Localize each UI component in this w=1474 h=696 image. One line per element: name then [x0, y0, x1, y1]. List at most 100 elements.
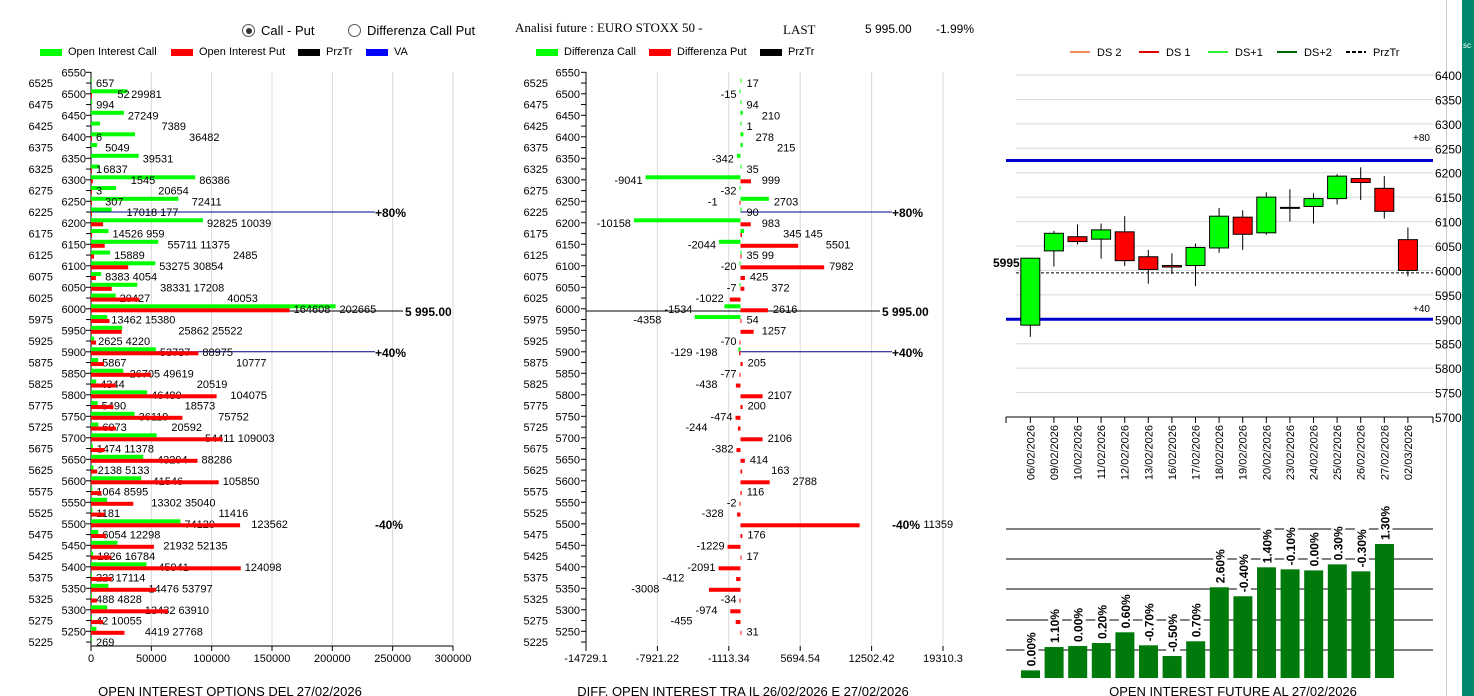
- strike-label: 6300: [556, 175, 580, 187]
- strike-label: 6550: [556, 67, 580, 79]
- call-oi-label: 5490: [102, 401, 126, 413]
- call-oi-label: 657: [96, 78, 114, 90]
- put-oi-label: 18573: [185, 401, 216, 413]
- legend-va: VA: [366, 46, 408, 58]
- call-oi-bar: [91, 239, 159, 244]
- put-oi-bar: [91, 480, 219, 485]
- side-tab[interactable]: sc: [1462, 0, 1474, 696]
- strike-label: 6350: [62, 153, 86, 165]
- y-tick-label: 6150: [1435, 191, 1462, 205]
- future-oi-bar: [1280, 569, 1300, 678]
- strike-label: 6250: [62, 196, 86, 208]
- put-oi-bar: [91, 598, 97, 603]
- strike-label: 5250: [556, 626, 580, 638]
- candle-up: [1185, 246, 1206, 267]
- y-tick-label: 6300: [1435, 118, 1462, 132]
- call-oi-bar: [91, 325, 123, 330]
- strike-label: 5875: [29, 358, 53, 370]
- call-diff-bar: [739, 89, 741, 94]
- put-oi-label: 35040: [185, 497, 216, 509]
- radio-call-put[interactable]: Call - Put: [242, 23, 314, 38]
- put-oi-bar: [91, 340, 97, 345]
- put-diff-label: 31: [746, 626, 758, 638]
- call-diff-label: 90: [746, 207, 758, 219]
- future-oi-bar: [1139, 645, 1158, 678]
- put-oi-label: 124098: [245, 562, 282, 574]
- call-oi-label: 14476: [148, 583, 179, 595]
- y-tick-label: 5900: [1435, 313, 1462, 327]
- put-oi-label: 88286: [202, 454, 233, 466]
- strike-label: 5650: [62, 454, 86, 466]
- put-oi-bar: [91, 469, 98, 474]
- call-diff-bar: [739, 282, 741, 287]
- call-oi-label: 994: [96, 100, 114, 112]
- put-diff-label: -412: [662, 573, 684, 585]
- call-diff-bar: [739, 261, 741, 266]
- date-label: 06/02/2026: [1025, 425, 1037, 480]
- level-label-plus40: +40%: [892, 346, 923, 360]
- strike-label: 6075: [524, 272, 548, 284]
- put-oi-label: 104075: [230, 390, 267, 402]
- label-background: [1118, 591, 1133, 631]
- strike-label: 5925: [29, 336, 53, 348]
- put-oi-label: 109003: [238, 433, 275, 445]
- level-label-plus80: +80: [1413, 133, 1430, 144]
- put-diff-label: 2107: [768, 390, 792, 402]
- call-oi-label: 269: [96, 637, 114, 649]
- put-diff-label: 54: [746, 315, 758, 327]
- call-diff-label: 2703: [774, 196, 798, 208]
- call-oi-bar: [91, 132, 136, 137]
- call-oi-bar: [91, 573, 92, 578]
- call-oi-label: 39531: [143, 153, 174, 165]
- candle-up: [1303, 198, 1324, 207]
- strike-label: 5950: [556, 325, 580, 337]
- strike-label: 6500: [556, 89, 580, 101]
- put-oi-bar: [91, 276, 96, 281]
- put-diff-bar: [739, 372, 741, 377]
- put-oi-bar: [91, 136, 92, 141]
- call-oi-bar: [91, 454, 144, 459]
- label-background: [1048, 606, 1063, 646]
- change-percent: -1.99%: [936, 22, 975, 36]
- put-diff-bar: [740, 480, 770, 485]
- strike-label: 5225: [29, 637, 53, 649]
- y-tick-label: 5700: [1435, 411, 1462, 425]
- put-oi-bar: [91, 222, 104, 227]
- put-oi-bar: [91, 168, 92, 173]
- call-diff-label: -2044: [688, 239, 716, 251]
- put-diff-label: 176: [747, 530, 765, 542]
- candle-down: [1161, 265, 1182, 268]
- date-label: 12/02/2026: [1120, 425, 1132, 480]
- put-diff-bar: [740, 458, 745, 463]
- date-label: 24/02/2026: [1309, 425, 1321, 480]
- radio-differenza-call-put[interactable]: Differenza Call Put: [348, 23, 475, 38]
- call-oi-bar: [91, 315, 108, 320]
- call-oi-label: 53275: [159, 261, 190, 273]
- put-oi-label: 20592: [171, 422, 202, 434]
- strike-label: 5700: [62, 433, 86, 445]
- prztr-label: 5 995.00: [405, 305, 452, 319]
- radio-unselected-icon: [348, 24, 361, 37]
- date-label: 26/02/2026: [1356, 425, 1368, 480]
- put-diff-bar: [739, 598, 741, 603]
- call-oi-bar: [91, 637, 92, 642]
- put-diff-label: -1: [708, 196, 718, 208]
- x-tick-label: 200000: [314, 653, 351, 665]
- last-label: LAST: [783, 22, 816, 37]
- strike-label: 6525: [29, 78, 53, 90]
- future-oi-bar: [1091, 643, 1111, 678]
- call-oi-bar: [91, 616, 92, 621]
- future-oi-change-label: -0.10%: [1284, 527, 1298, 565]
- call-oi-label: 14526: [113, 229, 144, 241]
- put-diff-label: -1229: [696, 540, 724, 552]
- candle-up: [1043, 232, 1064, 252]
- strike-label: 5275: [524, 616, 548, 628]
- call-oi-bar: [91, 304, 336, 309]
- call-diff-bar: [645, 175, 741, 180]
- put-oi-bar: [91, 265, 129, 270]
- put-oi-label: 30854: [193, 261, 224, 273]
- put-oi-label: 88975: [202, 347, 233, 359]
- call-diff-bar: [694, 315, 741, 320]
- strike-label: 5600: [62, 476, 86, 488]
